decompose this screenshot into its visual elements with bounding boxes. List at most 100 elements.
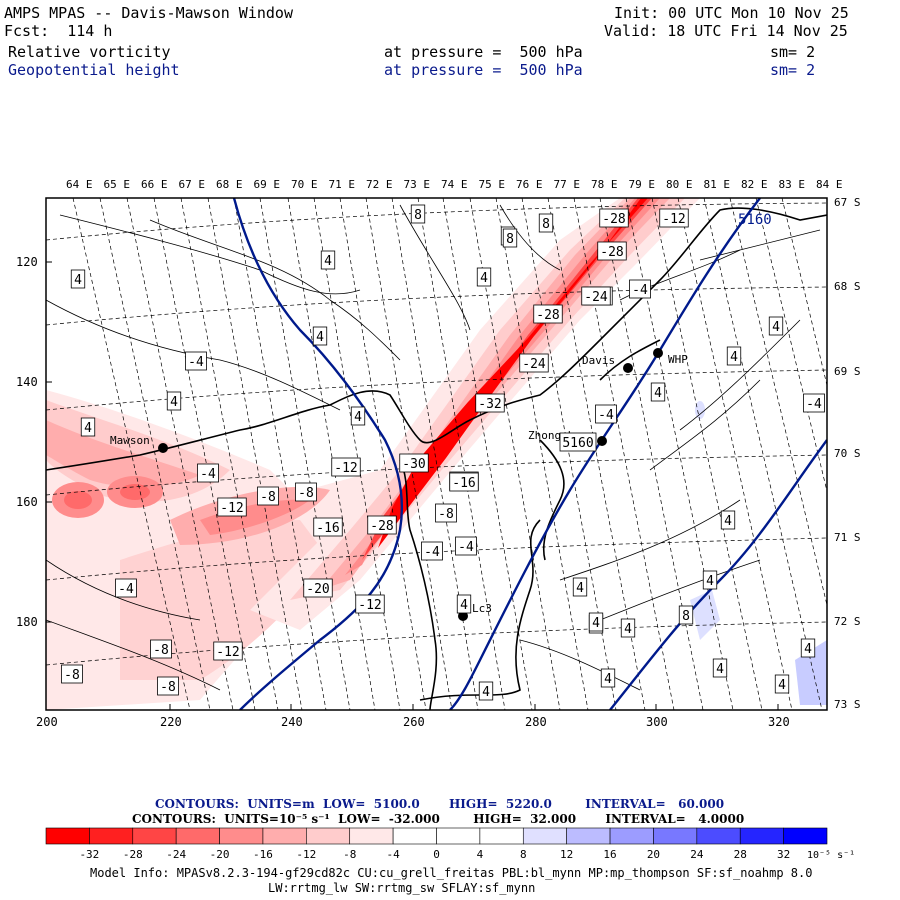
svg-text:4: 4	[84, 421, 92, 436]
svg-text:4: 4	[480, 271, 488, 286]
colorbar-label: 4	[477, 848, 484, 861]
svg-text:-8: -8	[160, 680, 176, 695]
svg-text:8: 8	[414, 208, 422, 223]
colorbar-label: 28	[734, 848, 747, 861]
svg-text:-30: -30	[402, 457, 425, 472]
svg-text:4: 4	[316, 330, 324, 345]
vorticity-contour-info: CONTOURS: UNITS=10⁻⁵ s⁻¹ LOW= -32.000 HI…	[132, 812, 745, 826]
lon-label: 66 E	[141, 178, 168, 191]
svg-text:-24: -24	[584, 290, 608, 305]
lon-label: 76 E	[516, 178, 543, 191]
contour-label: -8	[61, 664, 83, 684]
lon-label: 71 E	[329, 178, 356, 191]
svg-text:-12: -12	[662, 212, 685, 227]
colorbar-label: -12	[296, 848, 316, 861]
axes: 64 E 65 E 66 E 67 E 68 E 69 E 70 E 71 E 72 E 73 E…	[16, 178, 861, 729]
svg-text:4: 4	[576, 581, 584, 596]
lat-label: 67 S	[834, 196, 861, 209]
contour-label: 4	[650, 382, 666, 402]
shade-central-core	[200, 499, 310, 535]
contour-label: -20	[303, 578, 333, 598]
contour-label: -28	[599, 208, 629, 228]
contour-label: -4	[629, 279, 651, 299]
svg-text:-8: -8	[438, 507, 454, 522]
lon-label: 68 E	[216, 178, 243, 191]
svg-text:-12: -12	[216, 645, 239, 660]
contour-label: -8	[150, 639, 172, 659]
svg-text:4: 4	[716, 662, 724, 677]
contour-label: -32	[475, 393, 505, 413]
coastline	[46, 207, 827, 710]
contour-label: 4	[350, 406, 366, 426]
shade-vortex-a-core	[64, 491, 92, 509]
lon-label: 78 E	[591, 178, 618, 191]
shade-sw-mid	[120, 520, 330, 680]
colorbar-bin	[219, 827, 264, 845]
svg-text:-16: -16	[452, 476, 475, 491]
svg-text:4: 4	[482, 685, 490, 700]
x-tick-label: 240	[281, 715, 303, 729]
svg-text:4: 4	[724, 514, 732, 529]
forecast-hour: Fcst: 114 h	[4, 22, 113, 40]
lat-label: 73 S	[834, 698, 861, 711]
svg-text:8: 8	[682, 609, 690, 624]
contour-label: -12	[331, 457, 361, 477]
colorbar-label: 0	[433, 848, 440, 861]
svg-text:5160: 5160	[562, 436, 593, 451]
colorbar-bin	[609, 827, 654, 845]
contour-label: -24	[581, 286, 611, 306]
contour-label: 8	[678, 605, 694, 625]
lat-label: 69 S	[834, 365, 861, 378]
field1-pressure: at pressure = 500 hPa	[384, 43, 583, 61]
contour-label: -28	[367, 515, 397, 535]
contour-label: -4	[455, 536, 477, 556]
colorbar-bin	[349, 827, 394, 845]
map-field: Mawson Davis WHP Zhongshan Lc3 5160 8 8 4 4…	[46, 198, 827, 710]
station-whp-dot	[653, 348, 663, 358]
colorbar-label: 12	[560, 848, 573, 861]
svg-text:4: 4	[592, 616, 600, 631]
y-tick-label: 120	[16, 255, 38, 269]
lat-label: 72 S	[834, 615, 861, 628]
contour-label: -4	[115, 578, 137, 598]
contour-label: -12	[213, 641, 243, 661]
contour-label: -4	[185, 351, 207, 371]
colorbar-bin	[45, 827, 90, 845]
contour-label: 4	[80, 417, 96, 437]
colorbar-bin	[89, 827, 134, 845]
contour-label: 4	[478, 681, 494, 701]
contour-label: 5160	[559, 432, 597, 452]
lon-label: 67 E	[179, 178, 206, 191]
svg-text:-4: -4	[188, 355, 204, 370]
contour-label: -12	[217, 497, 247, 517]
contour-label: 8	[410, 204, 426, 224]
init-time: Init: 00 UTC Mon 10 Nov 25	[614, 4, 849, 22]
station-label-lc3: Lc3	[472, 602, 492, 615]
station-label-whp: WHP	[668, 353, 688, 366]
contour-label: 4	[456, 594, 472, 614]
svg-text:4: 4	[324, 254, 332, 269]
svg-text:-12: -12	[220, 501, 243, 516]
colorbar-label: -8	[343, 848, 356, 861]
colorbar-label: 8	[520, 848, 527, 861]
colorbar-bin	[436, 827, 481, 845]
x-tick-label: 200	[36, 715, 58, 729]
contour-label: 4	[166, 391, 182, 411]
colorbar-bin	[739, 827, 784, 845]
contour-label: -4	[595, 404, 617, 424]
svg-text:8: 8	[506, 232, 514, 247]
contour-label: 8	[502, 228, 518, 248]
station-lc3-dot	[458, 611, 468, 621]
shade-positive-c	[695, 401, 705, 419]
svg-text:-8: -8	[298, 486, 314, 501]
contour-label: 4	[588, 612, 604, 632]
contour-label: 4	[572, 577, 588, 597]
svg-text:4: 4	[654, 386, 662, 401]
contour-label: -4	[197, 463, 219, 483]
lon-label: 79 E	[629, 178, 656, 191]
svg-text:4: 4	[804, 642, 812, 657]
contour-label: -4	[421, 541, 443, 561]
lon-label: 70 E	[291, 178, 318, 191]
colorbar-label: 24	[690, 848, 704, 861]
y-tick-label: 140	[16, 375, 38, 389]
